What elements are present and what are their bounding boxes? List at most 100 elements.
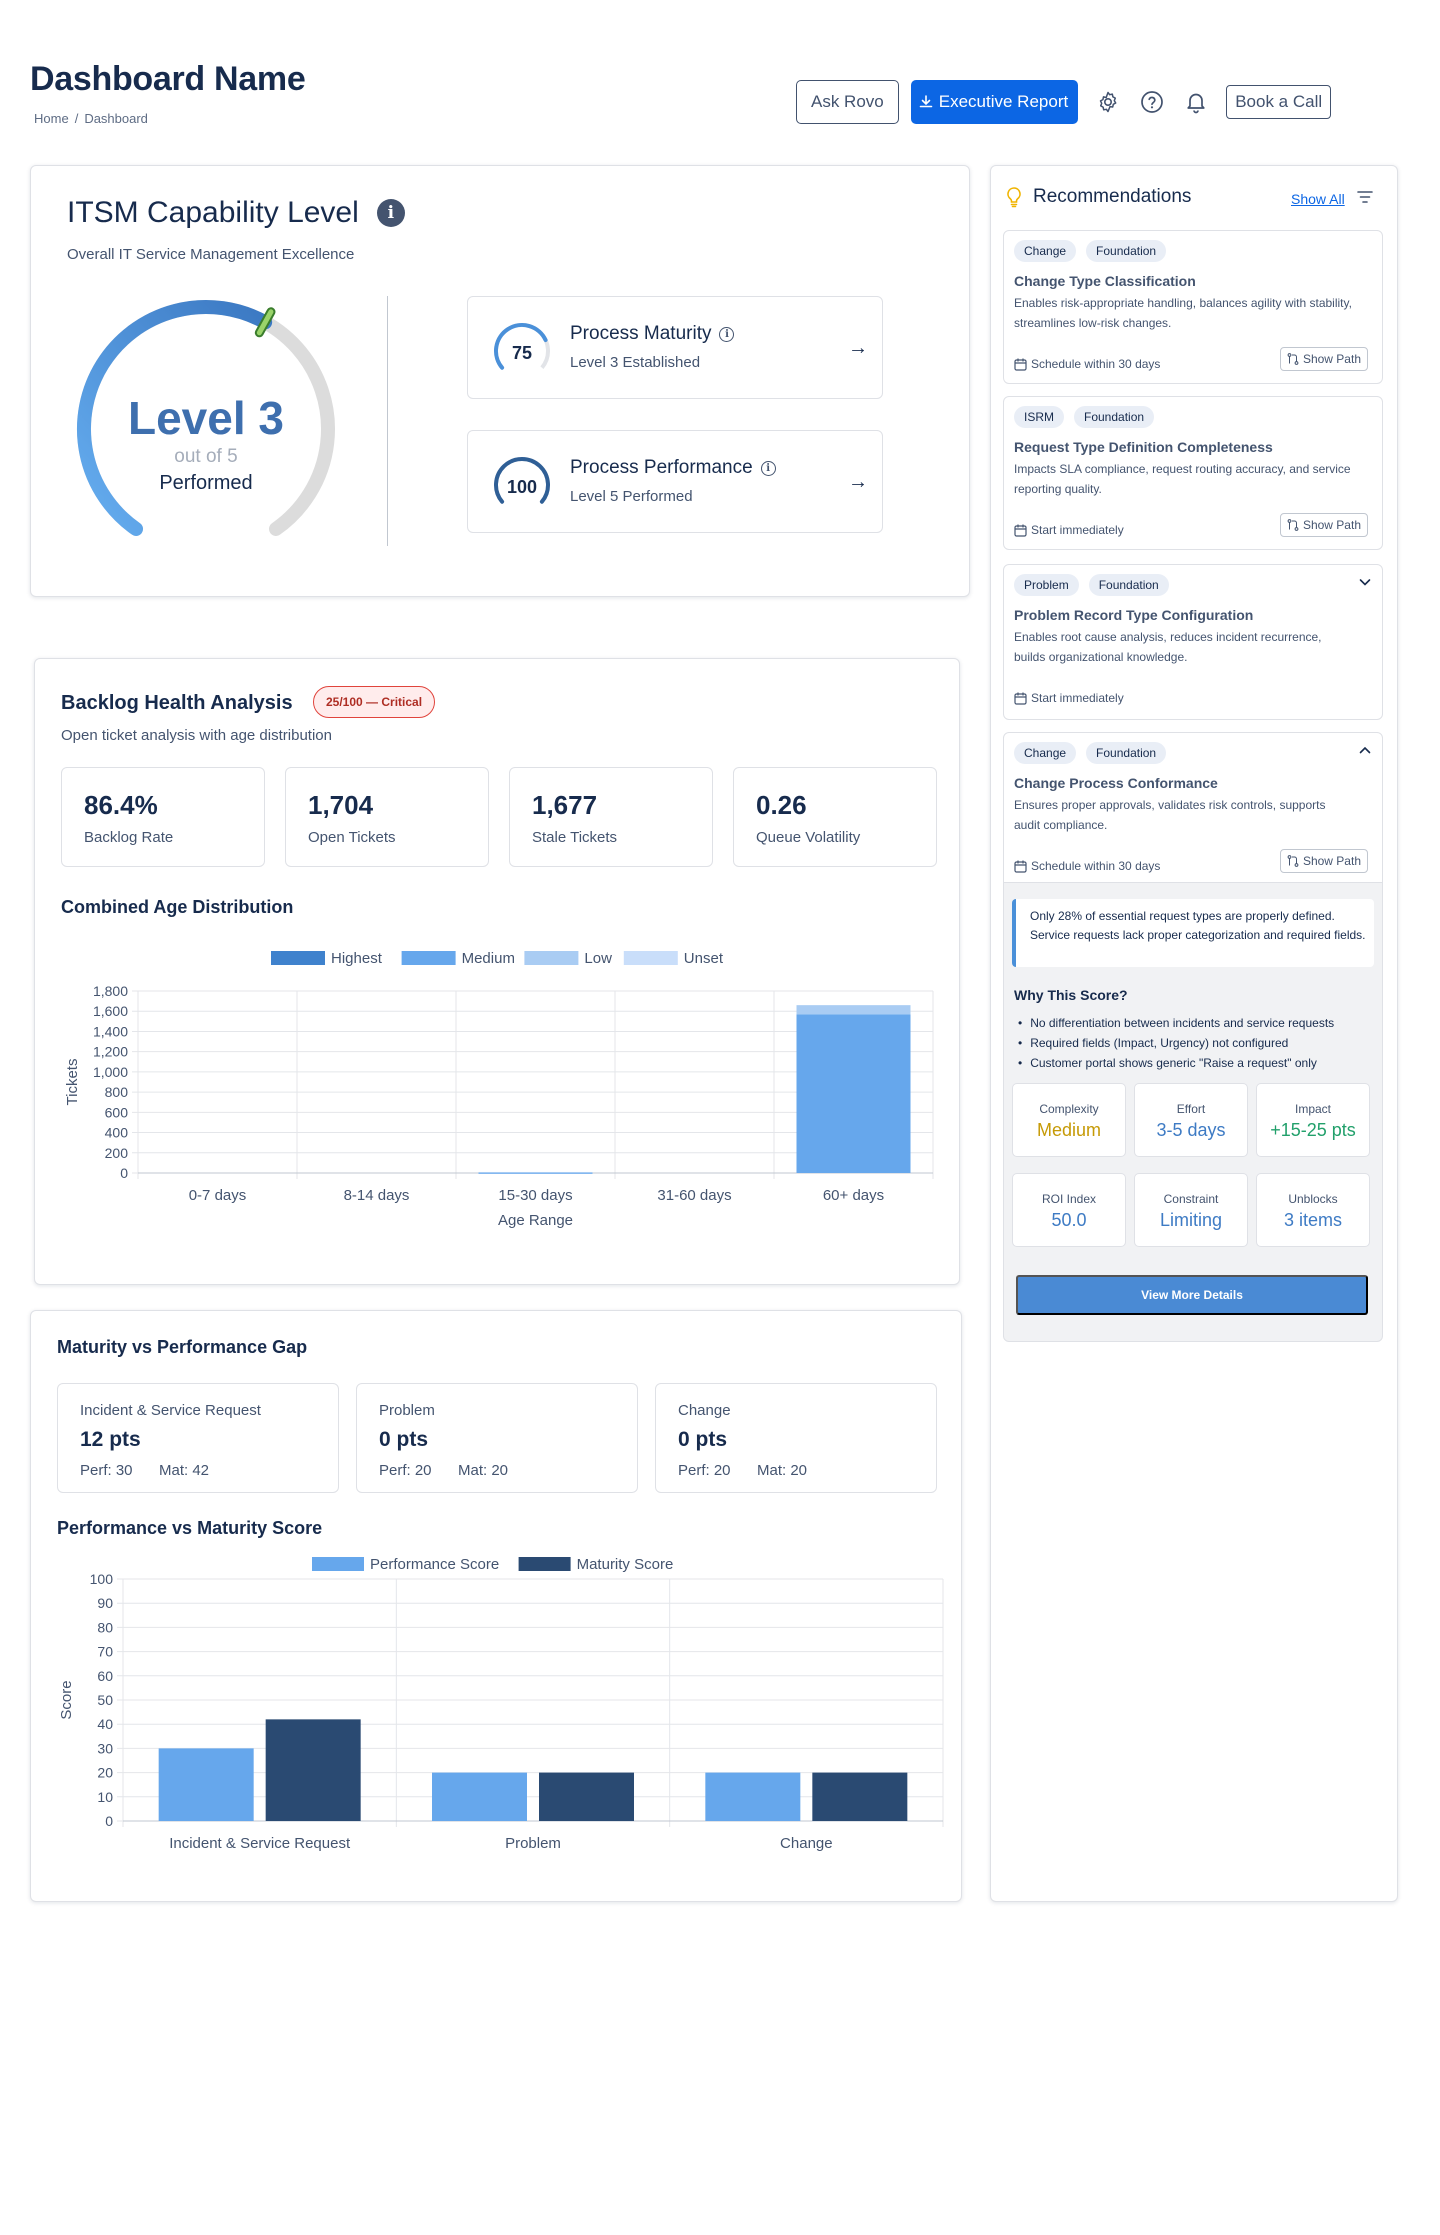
gap-name: Problem bbox=[379, 1402, 435, 1419]
legend-swatch[interactable] bbox=[401, 951, 456, 965]
gap-mat: Mat: 20 bbox=[458, 1462, 509, 1479]
legend-swatch[interactable] bbox=[518, 1557, 571, 1571]
show-path-button[interactable]: Show Path bbox=[1279, 513, 1368, 537]
tag-list: Change Foundation bbox=[1014, 240, 1176, 262]
recommendation-timing: Start immediately bbox=[1014, 523, 1124, 537]
performance-score: 100 bbox=[506, 476, 538, 497]
age-distribution-title: Combined Age Distribution bbox=[61, 897, 294, 917]
recommendation-card-expanded[interactable]: Change Foundation Change Process Conform… bbox=[1003, 732, 1383, 884]
calendar-icon bbox=[1014, 692, 1027, 705]
gauge-level: Level 3 bbox=[128, 392, 284, 444]
show-path-button[interactable]: Show Path bbox=[1279, 849, 1368, 873]
info-icon[interactable]: i bbox=[760, 460, 776, 476]
gear-icon[interactable] bbox=[1094, 88, 1122, 116]
show-all-link[interactable]: Show All bbox=[1291, 191, 1345, 207]
x-tick-label: 0-7 days bbox=[189, 1187, 247, 1204]
legend-label[interactable]: Highest bbox=[331, 950, 383, 967]
bar[interactable] bbox=[812, 1772, 908, 1821]
stat-value: 1,677 bbox=[532, 790, 598, 820]
timing-text: Schedule within 30 days bbox=[1031, 859, 1161, 873]
legend-label[interactable]: Performance Score bbox=[370, 1556, 499, 1573]
y-tick-label: 1,000 bbox=[93, 1064, 128, 1080]
arrow-right-icon[interactable]: → bbox=[848, 471, 868, 493]
legend-swatch[interactable] bbox=[271, 951, 325, 965]
legend-label[interactable]: Low bbox=[584, 950, 612, 967]
metric-value: 3-5 days bbox=[1156, 1120, 1226, 1140]
bell-icon[interactable] bbox=[1182, 88, 1210, 116]
book-call-button[interactable]: Book a Call bbox=[1226, 85, 1332, 119]
arrow-right-icon[interactable]: → bbox=[848, 337, 868, 359]
chevron-up-icon[interactable] bbox=[1358, 743, 1372, 757]
y-tick-label: 1,400 bbox=[93, 1023, 128, 1039]
process-performance-card[interactable]: 100 Process Performance i Level 5 Perfor… bbox=[467, 430, 883, 533]
path-icon bbox=[1287, 855, 1299, 867]
info-icon[interactable]: i bbox=[719, 326, 735, 342]
performance-ring bbox=[494, 457, 550, 504]
performance-name: Process Performance i bbox=[570, 457, 776, 479]
recommendation-card[interactable]: ISRM Foundation Request Type Definition … bbox=[1003, 396, 1383, 550]
recommendation-card[interactable]: Change Foundation Change Type Classifica… bbox=[1003, 230, 1383, 384]
tag: Foundation bbox=[1074, 406, 1155, 428]
gap-name: Incident & Service Request bbox=[80, 1402, 261, 1419]
stat-label: Queue Volatility bbox=[756, 829, 861, 846]
tag: Foundation bbox=[1086, 240, 1167, 262]
legend-swatch[interactable] bbox=[524, 951, 579, 965]
show-path-button[interactable]: Show Path bbox=[1279, 347, 1368, 371]
itsm-subtitle: Overall IT Service Management Excellence bbox=[67, 246, 355, 263]
filter-icon[interactable] bbox=[1357, 190, 1373, 204]
ask-rovo-button[interactable]: Ask Rovo bbox=[796, 80, 899, 124]
help-icon[interactable] bbox=[1138, 88, 1166, 116]
recommendation-title: Change Process Conformance bbox=[1014, 775, 1218, 791]
bar[interactable] bbox=[478, 1172, 593, 1174]
executive-report-button[interactable]: Executive Report bbox=[910, 80, 1079, 124]
metric-roi-index: ROI Index 50.0 bbox=[1012, 1173, 1126, 1247]
itsm-capability-card: ITSM Capability Level i Overall IT Servi… bbox=[30, 165, 970, 597]
why-score-title: Why This Score? bbox=[1014, 987, 1128, 1003]
stat-value: 86.4% bbox=[84, 790, 158, 820]
stat-value: 0.26 bbox=[756, 790, 807, 820]
view-more-details-button[interactable]: View More Details bbox=[1016, 1275, 1368, 1315]
breadcrumb-dashboard[interactable]: Dashboard bbox=[84, 111, 148, 126]
bar[interactable] bbox=[265, 1719, 361, 1821]
maturity-name: Process Maturity i bbox=[570, 323, 735, 345]
tag: Change bbox=[1014, 240, 1077, 262]
gap-mat: Mat: 42 bbox=[159, 1462, 210, 1479]
critical-badge: 25/100 — Critical bbox=[313, 686, 436, 718]
metric-value: 50.0 bbox=[1051, 1210, 1087, 1230]
y-tick-label: 100 bbox=[90, 1571, 114, 1587]
metric-constraint: Constraint Limiting bbox=[1134, 1173, 1248, 1247]
y-tick-label: 90 bbox=[97, 1595, 113, 1611]
vertical-divider bbox=[387, 296, 388, 546]
bar[interactable] bbox=[432, 1772, 527, 1821]
recommendation-desc: Enables risk-appropriate handling, balan… bbox=[1014, 296, 1352, 330]
legend-label[interactable]: Medium bbox=[462, 950, 515, 967]
metric-complexity: Complexity Medium bbox=[1012, 1083, 1126, 1157]
bar[interactable] bbox=[796, 1014, 911, 1173]
bar[interactable] bbox=[705, 1772, 801, 1821]
breadcrumb-home[interactable]: Home bbox=[34, 111, 69, 126]
bar[interactable] bbox=[478, 1171, 593, 1173]
metric-label: ROI Index bbox=[1041, 1192, 1097, 1206]
info-icon[interactable]: i bbox=[376, 199, 405, 227]
recommendation-desc: Impacts SLA compliance, request routing … bbox=[1014, 462, 1351, 496]
process-maturity-card[interactable]: 75 Process Maturity i Level 3 Establishe… bbox=[467, 296, 883, 399]
top-actions: Ask Rovo Executive Report Book a Call bbox=[796, 80, 1332, 124]
recommendation-timing: Start immediately bbox=[1014, 691, 1124, 705]
bar[interactable] bbox=[158, 1748, 254, 1821]
legend-label[interactable]: Maturity Score bbox=[577, 1556, 674, 1573]
recommendation-card[interactable]: Problem Foundation Problem Record Type C… bbox=[1003, 564, 1383, 720]
y-tick-label: 1,800 bbox=[93, 983, 128, 999]
chevron-down-icon[interactable] bbox=[1358, 575, 1372, 589]
metric-label: Impact bbox=[1294, 1102, 1331, 1116]
gap-perf: Perf: 20 bbox=[379, 1462, 432, 1479]
legend-label[interactable]: Unset bbox=[684, 950, 724, 967]
bar[interactable] bbox=[539, 1772, 634, 1821]
performance-name-text: Process Performance bbox=[570, 457, 753, 478]
age-distribution-chart: Highest Medium Low Unset 0 200 400 600 800 1,000 1… bbox=[64, 950, 934, 1229]
legend-swatch[interactable] bbox=[623, 951, 678, 965]
legend-swatch[interactable] bbox=[312, 1557, 364, 1571]
breadcrumb: Home / Dashboard bbox=[34, 111, 148, 126]
tag: Foundation bbox=[1086, 742, 1167, 764]
bar[interactable] bbox=[796, 1005, 911, 1015]
metric-value: +15-25 pts bbox=[1270, 1120, 1356, 1140]
